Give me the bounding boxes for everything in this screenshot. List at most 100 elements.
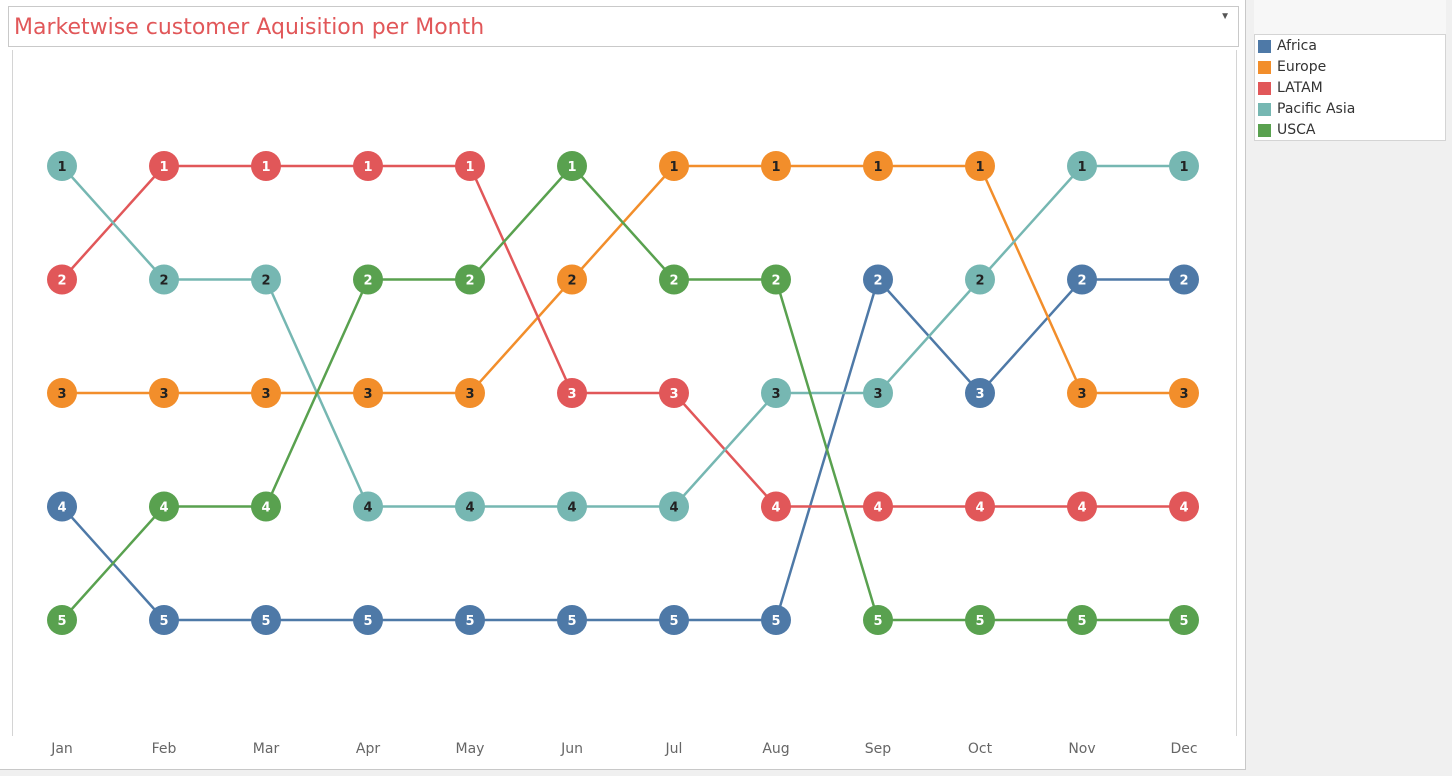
point-africa-jan[interactable] bbox=[47, 491, 77, 522]
legend-item-africa[interactable]: Africa bbox=[1258, 36, 1317, 56]
point-europe-feb[interactable] bbox=[149, 378, 179, 408]
point-pacific-asia-apr[interactable] bbox=[353, 491, 383, 522]
point-europe-may[interactable] bbox=[455, 378, 485, 408]
legend-item-pacific-asia[interactable]: Pacific Asia bbox=[1258, 99, 1355, 119]
legend-header bbox=[1254, 0, 1446, 34]
point-usca-aug[interactable] bbox=[761, 264, 791, 295]
title-bar: Marketwise customer Aquisition per Month… bbox=[8, 6, 1239, 47]
point-latam-jun[interactable] bbox=[557, 378, 587, 408]
legend-label: Europe bbox=[1277, 59, 1327, 75]
point-latam-sep[interactable] bbox=[863, 491, 893, 522]
point-latam-oct[interactable] bbox=[965, 491, 995, 522]
rank-label: 4 bbox=[567, 501, 576, 516]
point-latam-feb[interactable] bbox=[149, 151, 179, 181]
point-usca-mar[interactable] bbox=[251, 491, 281, 522]
point-latam-apr[interactable] bbox=[353, 151, 383, 181]
point-pacific-asia-dec[interactable] bbox=[1169, 151, 1199, 181]
rank-label: 3 bbox=[159, 387, 168, 402]
rank-label: 1 bbox=[57, 160, 66, 175]
point-usca-jun[interactable] bbox=[557, 151, 587, 181]
point-europe-jun[interactable] bbox=[557, 264, 587, 295]
point-europe-nov[interactable] bbox=[1067, 378, 1097, 408]
rank-label: 2 bbox=[363, 274, 372, 289]
point-africa-dec[interactable] bbox=[1169, 264, 1199, 295]
point-usca-dec[interactable] bbox=[1169, 605, 1199, 635]
dropdown-arrow-icon[interactable]: ▼ bbox=[1220, 11, 1230, 22]
point-latam-nov[interactable] bbox=[1067, 491, 1097, 522]
rank-label: 5 bbox=[873, 614, 882, 629]
series-line-africa bbox=[61, 277, 1184, 622]
legend-label: Pacific Asia bbox=[1277, 101, 1356, 117]
point-usca-apr[interactable] bbox=[353, 264, 383, 295]
point-latam-may[interactable] bbox=[455, 151, 485, 181]
point-pacific-asia-mar[interactable] bbox=[251, 264, 281, 295]
point-pacific-asia-sep[interactable] bbox=[863, 378, 893, 408]
point-europe-mar[interactable] bbox=[251, 378, 281, 408]
point-africa-jun[interactable] bbox=[557, 605, 587, 635]
point-pacific-asia-may[interactable] bbox=[455, 491, 485, 522]
point-usca-sep[interactable] bbox=[863, 605, 893, 635]
chart-title: Marketwise customer Aquisition per Month bbox=[14, 15, 485, 40]
point-africa-aug[interactable] bbox=[761, 605, 791, 635]
point-latam-jul[interactable] bbox=[659, 378, 689, 408]
rank-label: 3 bbox=[975, 387, 984, 402]
legend-swatch bbox=[1258, 39, 1271, 53]
point-usca-nov[interactable] bbox=[1067, 605, 1097, 635]
x-tick-label: Apr bbox=[356, 741, 380, 757]
point-pacific-asia-feb[interactable] bbox=[149, 264, 179, 295]
point-africa-oct[interactable] bbox=[965, 378, 995, 408]
x-tick-label: Oct bbox=[968, 741, 993, 757]
x-tick-label: Mar bbox=[253, 741, 280, 757]
point-pacific-asia-jul[interactable] bbox=[659, 491, 689, 522]
x-tick-label: Sep bbox=[865, 741, 892, 757]
rank-label: 4 bbox=[669, 501, 678, 516]
rank-label: 5 bbox=[159, 614, 168, 629]
bump-chart: 4 5 5 5 5 5 5 5 2 3 2 2 3 3 3 3 3 2 1 1 1 1 3 3 2 1 1 1 1 3 3 4 4 4 4 4 1 2 2 4… bbox=[47, 151, 1199, 757]
point-usca-may[interactable] bbox=[455, 264, 485, 295]
point-africa-feb[interactable] bbox=[149, 605, 179, 635]
point-latam-jan[interactable] bbox=[47, 264, 77, 295]
legend-item-usca[interactable]: USCA bbox=[1258, 120, 1316, 140]
point-latam-mar[interactable] bbox=[251, 151, 281, 181]
point-usca-jan[interactable] bbox=[47, 605, 77, 635]
rank-label: 2 bbox=[567, 274, 576, 289]
point-usca-oct[interactable] bbox=[965, 605, 995, 635]
x-tick-label: Jan bbox=[50, 741, 73, 757]
rank-label: 5 bbox=[771, 614, 780, 629]
point-pacific-asia-oct[interactable] bbox=[965, 264, 995, 295]
point-africa-apr[interactable] bbox=[353, 605, 383, 635]
legend-item-latam[interactable]: LATAM bbox=[1258, 78, 1323, 98]
rank-label: 5 bbox=[363, 614, 372, 629]
legend-item-europe[interactable]: Europe bbox=[1258, 57, 1326, 77]
point-europe-sep[interactable] bbox=[863, 151, 893, 181]
point-europe-jan[interactable] bbox=[47, 378, 77, 408]
point-africa-may[interactable] bbox=[455, 605, 485, 635]
point-europe-apr[interactable] bbox=[353, 378, 383, 408]
point-usca-jul[interactable] bbox=[659, 264, 689, 295]
point-latam-aug[interactable] bbox=[761, 491, 791, 522]
rank-label: 4 bbox=[465, 501, 474, 516]
point-pacific-asia-nov[interactable] bbox=[1067, 151, 1097, 181]
point-pacific-asia-jan[interactable] bbox=[47, 151, 77, 181]
point-europe-jul[interactable] bbox=[659, 151, 689, 181]
legend-label: USCA bbox=[1277, 122, 1316, 138]
rank-label: 2 bbox=[159, 274, 168, 289]
point-africa-jul[interactable] bbox=[659, 605, 689, 635]
point-africa-sep[interactable] bbox=[863, 264, 893, 295]
rank-label: 1 bbox=[975, 160, 984, 175]
point-pacific-asia-aug[interactable] bbox=[761, 378, 791, 408]
legend-swatch bbox=[1258, 102, 1271, 116]
rank-label: 4 bbox=[1179, 501, 1188, 516]
point-europe-dec[interactable] bbox=[1169, 378, 1199, 408]
point-africa-mar[interactable] bbox=[251, 605, 281, 635]
point-latam-dec[interactable] bbox=[1169, 491, 1199, 522]
rank-label: 1 bbox=[1077, 160, 1086, 175]
point-usca-feb[interactable] bbox=[149, 491, 179, 522]
point-africa-nov[interactable] bbox=[1067, 264, 1097, 295]
rank-label: 3 bbox=[771, 387, 780, 402]
legend: Africa Europe LATAM Pacific Asia USCA bbox=[1254, 34, 1446, 141]
rank-label: 5 bbox=[975, 614, 984, 629]
point-pacific-asia-jun[interactable] bbox=[557, 491, 587, 522]
point-europe-aug[interactable] bbox=[761, 151, 791, 181]
point-europe-oct[interactable] bbox=[965, 151, 995, 181]
